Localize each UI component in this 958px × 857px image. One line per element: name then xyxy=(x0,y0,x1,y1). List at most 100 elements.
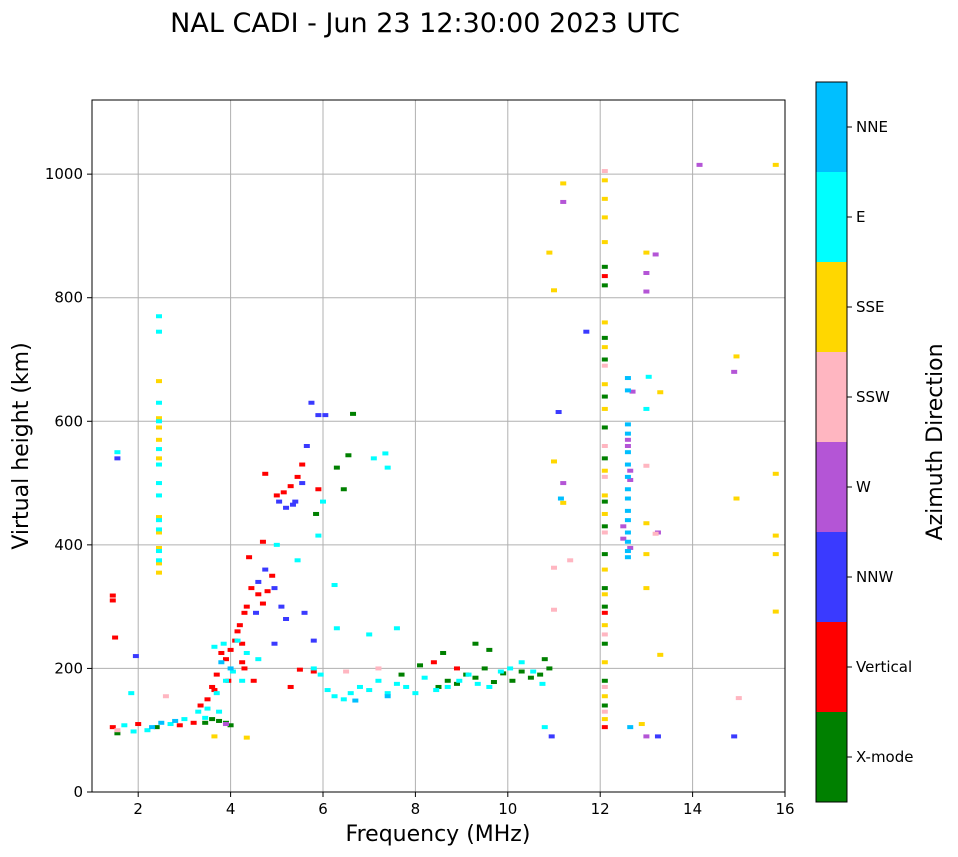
plot-frame xyxy=(91,99,786,793)
data-point xyxy=(310,669,317,674)
colorbar: X-mode Vertical NNW W SSW SSE E NNE xyxy=(815,81,913,803)
data-point xyxy=(112,635,119,640)
data-point xyxy=(324,688,331,693)
y-axis-label: Virtual height (km) xyxy=(9,342,34,549)
colorbar-label: E xyxy=(856,208,865,226)
x-tick-label: 6 xyxy=(318,800,328,818)
data-point xyxy=(331,583,338,588)
data-point xyxy=(296,667,303,672)
data-point xyxy=(292,499,299,504)
data-point xyxy=(560,500,567,505)
data-point xyxy=(303,444,310,448)
data-point xyxy=(546,250,553,255)
data-point xyxy=(601,641,608,646)
data-point xyxy=(624,437,631,442)
data-point xyxy=(398,672,405,677)
data-point xyxy=(624,474,631,479)
data-point xyxy=(218,660,225,665)
data-point xyxy=(382,451,389,456)
data-point xyxy=(601,694,608,699)
data-point xyxy=(624,462,631,467)
y-tick-label: 200 xyxy=(54,659,83,677)
data-point xyxy=(412,691,419,696)
data-point xyxy=(211,644,218,649)
x-tick-label: 12 xyxy=(591,800,610,818)
data-point xyxy=(384,465,391,470)
data-point xyxy=(132,654,139,659)
data-point xyxy=(430,660,437,665)
y-tick-label: 1000 xyxy=(45,165,83,183)
data-point xyxy=(248,586,255,591)
data-point xyxy=(222,722,229,727)
data-point xyxy=(155,481,162,486)
data-point xyxy=(601,725,608,730)
data-point xyxy=(264,589,271,594)
data-point xyxy=(481,666,488,671)
data-point xyxy=(384,691,391,696)
data-point xyxy=(262,471,269,476)
data-point xyxy=(255,592,262,597)
data-point xyxy=(440,650,447,655)
data-point xyxy=(114,450,121,455)
data-point xyxy=(213,672,220,677)
data-point xyxy=(135,722,142,727)
data-point xyxy=(243,650,250,655)
data-point xyxy=(310,666,317,671)
data-point xyxy=(262,567,269,572)
data-point xyxy=(638,722,645,727)
data-point xyxy=(280,490,287,495)
data-point xyxy=(731,734,738,739)
data-point xyxy=(234,629,241,634)
data-point xyxy=(243,604,250,609)
data-point xyxy=(601,215,608,220)
data-point xyxy=(331,694,338,699)
x-tick-label: 2 xyxy=(133,800,143,818)
data-point xyxy=(601,717,608,722)
data-point xyxy=(601,363,608,368)
data-point xyxy=(299,481,306,486)
data-point xyxy=(601,524,608,529)
data-point xyxy=(601,703,608,708)
data-point xyxy=(276,499,283,504)
data-point xyxy=(384,694,391,699)
data-point xyxy=(444,678,451,683)
data-point xyxy=(114,728,121,733)
data-point xyxy=(645,374,652,379)
data-point xyxy=(497,669,504,674)
x-tick-label: 14 xyxy=(683,800,702,818)
data-point xyxy=(155,549,162,554)
data-point xyxy=(155,400,162,405)
data-point xyxy=(474,681,481,686)
data-point xyxy=(176,723,183,728)
data-point xyxy=(541,725,548,730)
data-point xyxy=(453,666,460,671)
data-point xyxy=(433,688,440,693)
data-point xyxy=(551,459,557,464)
data-point xyxy=(620,524,627,529)
data-point xyxy=(253,610,260,615)
data-point xyxy=(209,717,216,722)
data-point xyxy=(555,410,562,415)
data-point xyxy=(347,691,354,696)
data-point xyxy=(204,706,211,711)
data-point xyxy=(158,720,165,725)
data-point xyxy=(624,444,631,448)
data-point xyxy=(393,626,400,631)
data-point xyxy=(624,376,631,381)
data-point xyxy=(315,533,322,538)
data-point xyxy=(643,271,650,275)
data-point xyxy=(155,527,162,532)
data-point xyxy=(733,496,740,501)
data-point xyxy=(218,650,225,655)
data-point xyxy=(624,539,631,544)
data-point xyxy=(345,453,352,458)
data-point xyxy=(601,444,608,448)
data-point xyxy=(155,425,162,430)
data-point xyxy=(601,684,608,689)
data-point xyxy=(627,477,634,482)
data-point xyxy=(601,530,608,535)
data-point xyxy=(652,252,659,257)
data-point xyxy=(643,250,650,255)
data-point xyxy=(227,647,234,652)
data-point xyxy=(340,487,347,492)
